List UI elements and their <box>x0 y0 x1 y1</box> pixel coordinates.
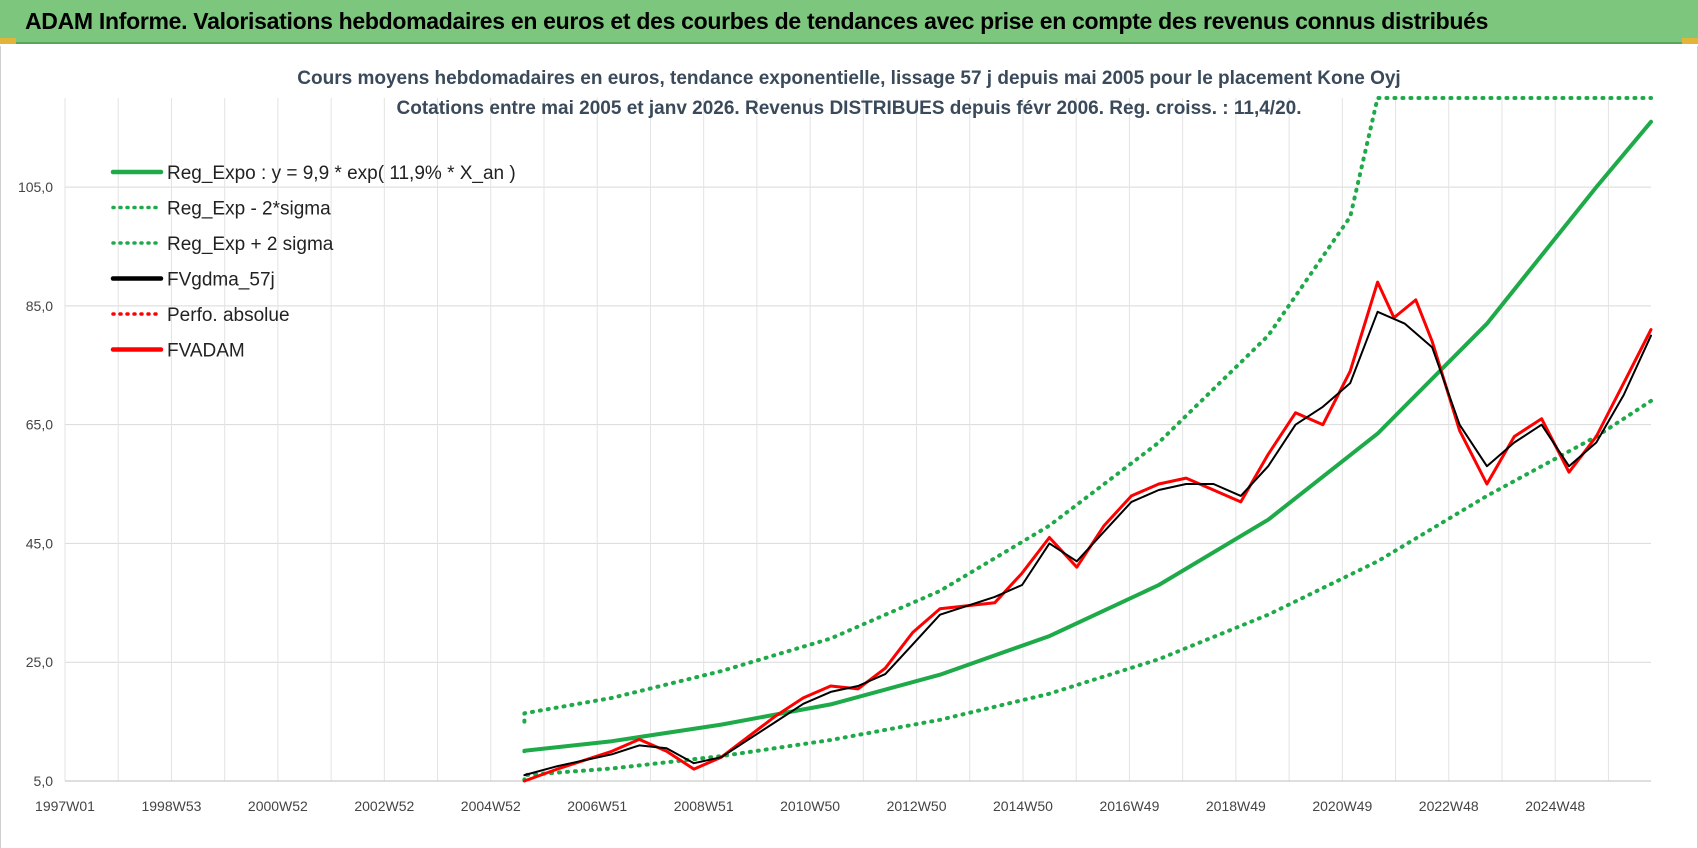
series-line-3 <box>523 310 1652 777</box>
y-axis-ticks: 5,0 25,0 45,0 65,0 85,0 105,0 <box>18 179 53 789</box>
legend-label: Perfo. absolue <box>167 305 290 326</box>
y-tick-label: 5,0 <box>34 773 54 789</box>
chart: 1997W01 1998W53 2000W52 2002W52 2004W52 2006W… <box>18 68 1653 814</box>
y-tick-label: 65,0 <box>26 417 53 433</box>
legend-label: Reg_Expo : y = 9,9 * exp( 11,9% * X_an ) <box>167 163 516 184</box>
series-line-5 <box>522 280 1653 783</box>
legend-label: FVADAM <box>167 341 245 362</box>
chart-subtitle: Cotations entre mai 2005 et janv 2026. R… <box>397 98 1302 119</box>
corner-marker-left <box>0 38 16 44</box>
x-tick-label: 2024W48 <box>1525 798 1585 814</box>
report-title: ADAM Informe. Valorisations hebdomadaire… <box>25 8 1489 34</box>
legend-label: FVgdma_57j <box>167 270 275 291</box>
y-tick-label: 45,0 <box>26 535 53 551</box>
corner-marker-right <box>1682 38 1698 44</box>
x-tick-label: 2008W51 <box>674 798 734 814</box>
chart-title: Cours moyens hebdomadaires en euros, ten… <box>297 68 1400 89</box>
x-tick-label: 1998W53 <box>141 798 201 814</box>
legend-label: Reg_Exp - 2*sigma <box>167 199 331 220</box>
x-tick-label: 2020W49 <box>1312 798 1372 814</box>
grid <box>64 98 1651 782</box>
series-line-2 <box>522 96 1653 724</box>
series-line-0 <box>522 119 1653 754</box>
x-tick-label: 2000W52 <box>248 798 308 814</box>
x-tick-label: 2022W48 <box>1419 798 1479 814</box>
legend: Reg_Expo : y = 9,9 * exp( 11,9% * X_an )… <box>110 163 516 362</box>
legend-label: Reg_Exp + 2 sigma <box>167 234 334 255</box>
series-group <box>522 96 1653 783</box>
x-axis-ticks: 1997W01 1998W53 2000W52 2002W52 2004W52 2006W… <box>35 798 1585 814</box>
x-tick-label: 2004W52 <box>461 798 521 814</box>
x-tick-label: 2012W50 <box>887 798 947 814</box>
y-tick-label: 105,0 <box>18 179 53 195</box>
x-tick-label: 2002W52 <box>354 798 414 814</box>
y-tick-label: 25,0 <box>26 654 53 670</box>
report-header: ADAM Informe. Valorisations hebdomadaire… <box>0 0 1698 44</box>
series-line-1 <box>522 398 1653 783</box>
x-tick-label: 2014W50 <box>993 798 1053 814</box>
x-tick-label: 1997W01 <box>35 798 95 814</box>
x-tick-label: 2010W50 <box>780 798 840 814</box>
x-tick-label: 2006W51 <box>567 798 627 814</box>
y-tick-label: 85,0 <box>26 298 53 314</box>
chart-frame: 1997W01 1998W53 2000W52 2002W52 2004W52 2006W… <box>0 46 1698 848</box>
x-tick-label: 2018W49 <box>1206 798 1266 814</box>
x-tick-label: 2016W49 <box>1099 798 1159 814</box>
